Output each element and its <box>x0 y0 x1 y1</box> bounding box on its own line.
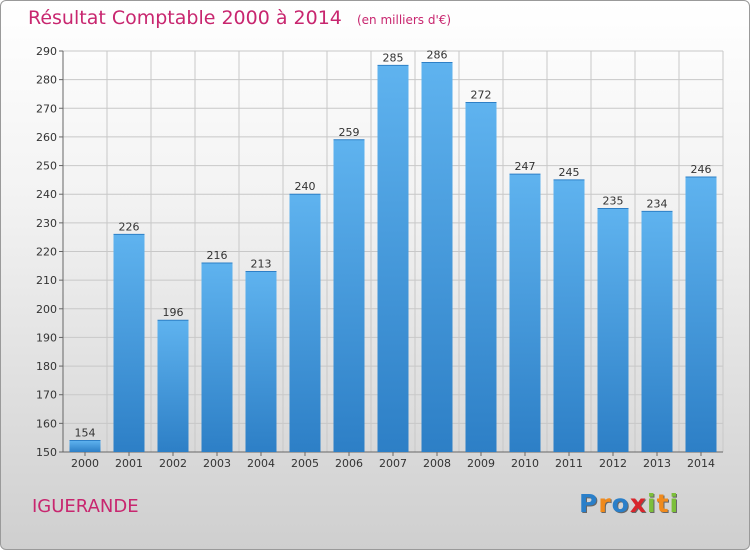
bar-2009 <box>465 102 497 453</box>
bar-2007 <box>377 65 409 453</box>
y-tick-label: 190 <box>36 331 57 344</box>
y-tick-label: 150 <box>36 446 57 459</box>
x-tick-label-2005: 2005 <box>291 457 319 470</box>
x-tick-label-2010: 2010 <box>511 457 539 470</box>
y-tick-label: 160 <box>36 417 57 430</box>
value-label-2013: 234 <box>647 197 668 210</box>
x-tick-label-2013: 2013 <box>643 457 671 470</box>
bar-2014 <box>685 177 717 452</box>
logo-letter: i <box>669 489 680 518</box>
y-tick-label: 290 <box>36 45 57 58</box>
value-label-2010: 247 <box>515 160 536 173</box>
commune-name: IGUERANDE <box>32 496 139 517</box>
value-label-2009: 272 <box>471 89 492 102</box>
title-row: Résultat Comptable 2000 à 2014 (en milli… <box>28 7 451 29</box>
x-tick-label-2009: 2009 <box>467 457 495 470</box>
bar-2012 <box>597 208 629 452</box>
x-tick-label-2004: 2004 <box>247 457 275 470</box>
logo-letter: P <box>579 489 599 518</box>
x-tick-label-2012: 2012 <box>599 457 627 470</box>
x-tick-label-2007: 2007 <box>379 457 407 470</box>
bar-2005 <box>289 194 321 452</box>
value-label-2014: 246 <box>691 163 712 176</box>
value-label-2008: 286 <box>427 48 448 61</box>
chart-subtitle: (en milliers d'€) <box>356 13 452 27</box>
value-label-2001: 226 <box>119 220 140 233</box>
logo-letter: i <box>647 489 657 518</box>
y-tick-label: 240 <box>36 188 57 201</box>
value-label-2006: 259 <box>339 126 360 139</box>
x-tick-label-2011: 2011 <box>555 457 583 470</box>
value-label-2005: 240 <box>295 180 316 193</box>
bar-2002 <box>157 320 189 452</box>
bar-2000 <box>69 440 101 452</box>
y-tick-label: 170 <box>36 389 57 402</box>
y-tick-label: 230 <box>36 217 57 230</box>
labels: 150 160 170 180 190 200 210 220 230 240 250 260 270 2… <box>36 45 715 470</box>
bar-2004 <box>245 271 277 452</box>
bar-2011 <box>553 179 585 452</box>
x-tick-label-2006: 2006 <box>335 457 363 470</box>
bar-2003 <box>201 262 233 452</box>
y-tick-label: 210 <box>36 274 57 287</box>
bar-2006 <box>333 139 365 453</box>
bar-2001 <box>113 234 145 452</box>
value-label-2003: 216 <box>207 249 228 262</box>
x-tick-label-2008: 2008 <box>423 457 451 470</box>
value-label-2004: 213 <box>251 258 272 271</box>
bar-2010 <box>509 174 541 452</box>
chart-title: Résultat Comptable 2000 à 2014 <box>28 7 342 29</box>
bar-2008 <box>421 62 453 452</box>
bars <box>69 61 717 453</box>
y-tick-label: 250 <box>36 160 57 173</box>
x-tick-label-2014: 2014 <box>687 457 715 470</box>
value-label-2012: 235 <box>603 195 624 208</box>
x-tick-label-2000: 2000 <box>71 457 99 470</box>
y-tick-label: 270 <box>36 102 57 115</box>
logo-letter: r <box>598 489 612 518</box>
y-tick-label: 180 <box>36 360 57 373</box>
value-label-2007: 285 <box>383 51 404 64</box>
proxiti-logo: Proxiti <box>579 489 679 518</box>
y-tick-label: 280 <box>36 74 57 87</box>
logo-letter: x <box>629 489 647 518</box>
x-tick-label-2001: 2001 <box>115 457 143 470</box>
value-label-2002: 196 <box>163 306 184 319</box>
value-label-2000: 154 <box>75 427 96 440</box>
y-tick-label: 200 <box>36 303 57 316</box>
x-tick-label-2002: 2002 <box>159 457 187 470</box>
x-tick-label-2003: 2003 <box>203 457 231 470</box>
logo-letter: o <box>611 489 630 518</box>
y-tick-label: 260 <box>36 131 57 144</box>
y-tick-label: 220 <box>36 246 57 259</box>
value-label-2011: 245 <box>559 166 580 179</box>
logo-letter: t <box>656 489 670 518</box>
bar-2013 <box>641 211 673 452</box>
